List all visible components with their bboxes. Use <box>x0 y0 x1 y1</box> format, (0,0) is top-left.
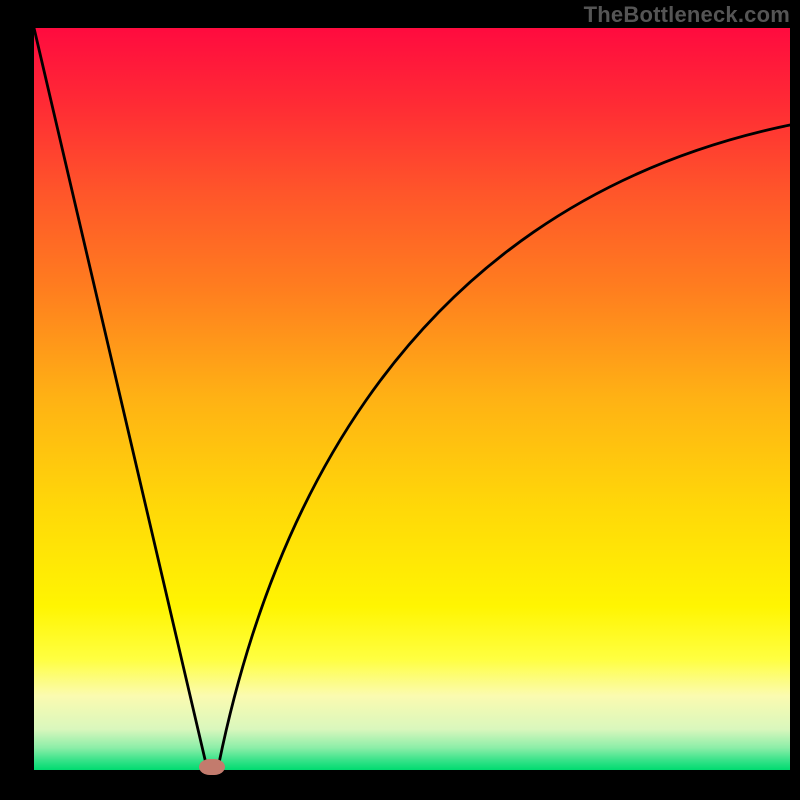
curve-right-branch <box>218 125 790 768</box>
curve-overlay <box>0 0 800 800</box>
chart-container: TheBottleneck.com <box>0 0 800 800</box>
watermark-text: TheBottleneck.com <box>584 2 790 28</box>
minimum-marker <box>199 759 225 775</box>
curve-left-branch <box>34 28 207 768</box>
